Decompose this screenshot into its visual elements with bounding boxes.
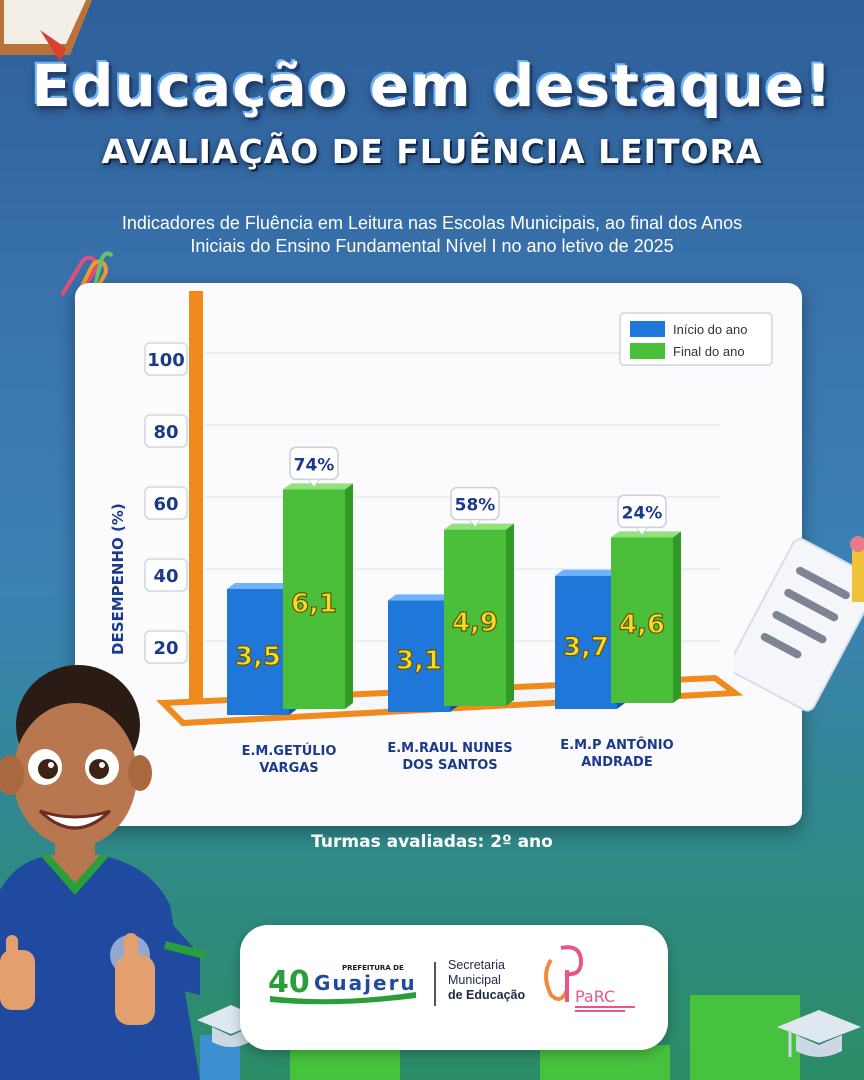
y-tick-box <box>144 414 188 448</box>
parc-logo: PaRC <box>544 945 635 1012</box>
parc-name: PaRC <box>575 987 615 1006</box>
bar-top <box>227 583 297 589</box>
bar-top <box>444 523 514 530</box>
legend-swatch <box>630 321 665 337</box>
legend-swatch <box>630 343 665 359</box>
bar-side <box>673 531 681 703</box>
y-tick-label: 40 <box>153 566 178 587</box>
growth-badge-pointer <box>467 519 483 528</box>
bar <box>555 575 617 709</box>
bar-top <box>388 594 458 601</box>
growth-badge-pointer <box>634 526 650 536</box>
prefeitura-name: Guajeru <box>314 971 417 995</box>
paperclips-decoration <box>60 251 114 302</box>
y-tick-label: 60 <box>153 494 178 515</box>
growth-label: 24% <box>622 503 663 523</box>
secretaria-line-2: Municipal <box>448 973 501 987</box>
bar-value-label: 6,1 <box>291 589 337 619</box>
description-line-1: Indicadores de Fluência em Leitura nas E… <box>121 213 743 233</box>
student-boy-illustration <box>0 665 206 1080</box>
bar <box>227 589 289 715</box>
y-axis-bar <box>189 291 203 711</box>
bar <box>283 489 345 709</box>
page-subtitle: AVALIAÇÃO DE FLUÊNCIA LEITORA <box>101 132 763 171</box>
growth-badge-pointer <box>306 478 322 488</box>
y-tick-box <box>144 342 188 376</box>
growth-label: 74% <box>294 455 335 475</box>
legend-label: Início do ano <box>673 322 747 337</box>
category-label: DOS SANTOS <box>402 758 497 773</box>
bar <box>611 537 673 703</box>
prefeitura-guajeru-logo: 40 PREFEITURA DE Guajeru <box>268 964 417 1005</box>
bar-value-label: 3,1 <box>396 646 442 676</box>
secretaria-line-3: de Educação <box>448 988 526 1002</box>
category-label: E.M.P ANTÔNIO <box>560 737 673 753</box>
bar <box>388 600 450 712</box>
bar-top <box>555 569 625 576</box>
bar-top <box>283 483 353 490</box>
logo-divider <box>434 962 436 1006</box>
category-label: E.M.RAUL NUNES <box>387 741 512 756</box>
category-label: ANDRADE <box>581 755 652 770</box>
prefeitura-small-label: PREFEITURA DE <box>342 964 404 972</box>
bar-value-label: 4,9 <box>452 608 498 638</box>
y-tick-box <box>144 558 188 592</box>
secretaria-logo: Secretaria Municipal de Educação <box>448 958 525 1003</box>
category-label: VARGAS <box>259 761 318 776</box>
logo-bar <box>240 925 668 1050</box>
y-tick-box <box>144 630 188 664</box>
book-decoration <box>0 0 92 62</box>
y-tick-label: 80 <box>153 422 178 443</box>
y-tick-box <box>144 486 188 520</box>
paper-sheet-decoration <box>734 536 864 712</box>
page-title: Educação em destaque! <box>31 52 833 120</box>
bar-top <box>611 531 681 538</box>
graduation-cap-icon <box>777 1010 861 1057</box>
y-tick-label: 20 <box>153 638 178 659</box>
prefeitura-number: 40 <box>268 965 310 1000</box>
bar-value-label: 3,5 <box>235 642 281 672</box>
bar <box>444 529 506 706</box>
description-line-2: Iniciais do Ensino Fundamental Nível I n… <box>190 236 674 256</box>
bar-side <box>506 523 514 706</box>
chart-description: Indicadores de Fluência em Leitura nas E… <box>40 212 824 258</box>
bar-value-label: 3,7 <box>563 632 609 662</box>
y-axis-label: DESEMPENHO (%) <box>109 503 127 655</box>
secretaria-line-1: Secretaria <box>448 958 505 972</box>
bar-chart: 20 40 60 80 100 DESEMPENHO (%) 3,5 6,1 74% E.M.GE… <box>109 291 773 776</box>
category-label: E.M.GETÚLIO <box>242 743 337 759</box>
y-tick-label: 100 <box>147 350 185 371</box>
legend-label: Final do ano <box>673 344 745 359</box>
growth-label: 58% <box>455 496 496 516</box>
bar-value-label: 4,6 <box>619 610 665 640</box>
bar-side <box>345 483 353 709</box>
evaluated-classes-caption: Turmas avaliadas: 2º ano <box>311 832 553 852</box>
